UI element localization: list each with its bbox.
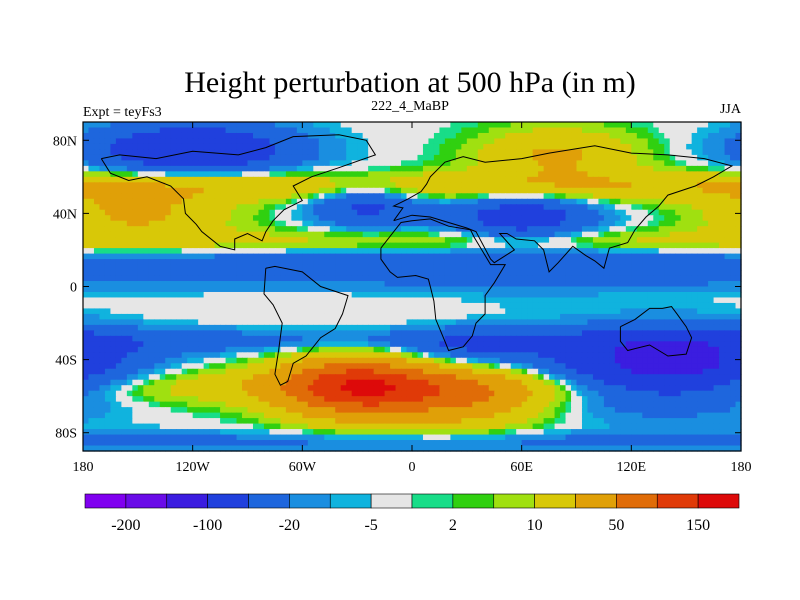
plot-area bbox=[82, 121, 742, 452]
center-string: 222_4_MaBP bbox=[371, 99, 449, 114]
colorbar-swatch bbox=[411, 493, 454, 509]
colorbar-swatch bbox=[289, 493, 331, 509]
colorbar-swatch bbox=[575, 493, 617, 509]
colorbar-swatch bbox=[534, 493, 576, 509]
colorbar: -200 -100 -20 -5 2 10 50 150 bbox=[84, 493, 740, 534]
colorbar-label: 50 bbox=[608, 517, 624, 534]
chart-title: Height perturbation at 500 hPa (in m) bbox=[184, 66, 636, 99]
colorbar-swatch bbox=[697, 493, 740, 509]
colorbar-label: -5 bbox=[364, 517, 377, 534]
x-tick-label: 180 bbox=[731, 460, 752, 475]
colorbar-label: 10 bbox=[527, 517, 543, 534]
colorbar-swatch bbox=[166, 493, 208, 509]
colorbar-label: -200 bbox=[111, 517, 140, 534]
left-string: Expt = teyFs3 bbox=[83, 105, 162, 120]
colorbar-label: 2 bbox=[449, 517, 457, 534]
x-tick-label: 60E bbox=[510, 460, 533, 475]
colorbar-swatch bbox=[329, 493, 372, 509]
x-tick-label: 0 bbox=[409, 460, 416, 475]
colorbar-label: -20 bbox=[279, 517, 300, 534]
coastline bbox=[263, 265, 349, 386]
colorbar-swatch bbox=[125, 493, 168, 509]
x-axis: 180 120W 60W 0 60E 120E 180 bbox=[73, 122, 752, 475]
colorbar-label: 150 bbox=[686, 517, 710, 534]
y-tick-label: 0 bbox=[70, 281, 77, 296]
coastline bbox=[619, 306, 693, 357]
coastline bbox=[392, 145, 734, 273]
colorbar-label: -100 bbox=[193, 517, 222, 534]
y-tick-label: 40N bbox=[53, 207, 77, 222]
x-tick-label: 60W bbox=[289, 460, 317, 475]
colorbar-swatch bbox=[207, 493, 249, 509]
colorbar-swatch bbox=[248, 493, 290, 509]
x-tick-label: 120W bbox=[176, 460, 211, 475]
y-tick-label: 40S bbox=[55, 354, 77, 369]
y-axis: 80N 40N 0 40S 80S bbox=[53, 134, 741, 442]
y-tick-label: 80N bbox=[53, 134, 77, 149]
colorbar-swatch bbox=[84, 493, 127, 509]
coastline bbox=[100, 134, 377, 251]
coastline bbox=[380, 218, 507, 352]
right-string: JJA bbox=[720, 102, 742, 117]
colorbar-swatch bbox=[616, 493, 658, 509]
colorbar-swatch bbox=[656, 493, 699, 509]
x-tick-label: 180 bbox=[73, 460, 94, 475]
x-tick-label: 120E bbox=[617, 460, 647, 475]
colorbar-swatch bbox=[493, 493, 535, 509]
colorbar-swatch bbox=[452, 493, 495, 509]
colorbar-swatch bbox=[370, 493, 413, 509]
y-tick-label: 80S bbox=[55, 427, 77, 442]
